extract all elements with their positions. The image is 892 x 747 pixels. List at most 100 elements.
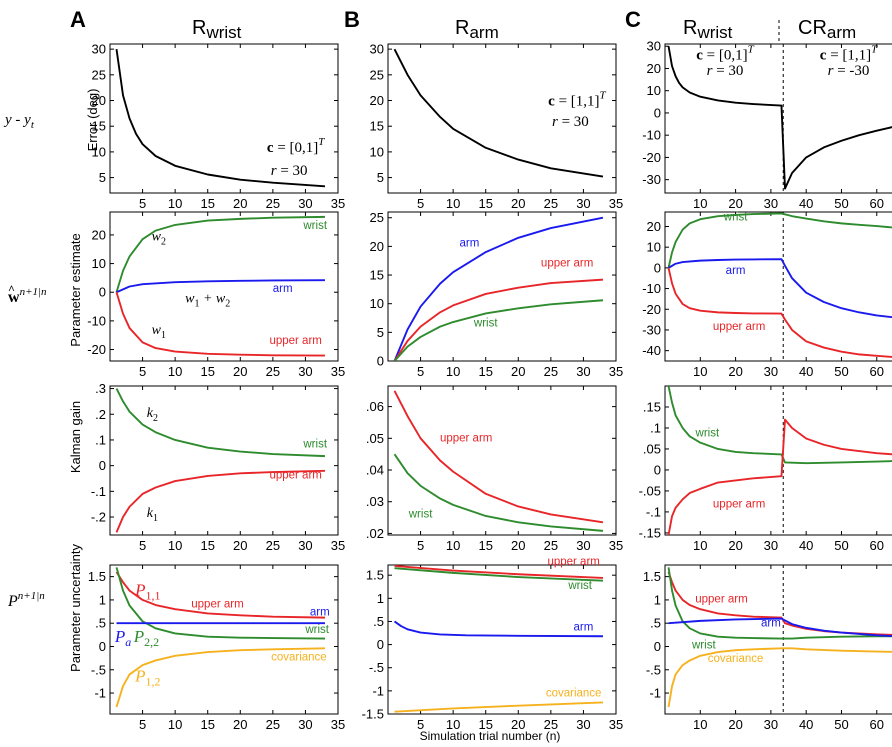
series-line-upper-arm bbox=[667, 418, 892, 535]
y-tick-label: 0 bbox=[654, 639, 661, 654]
x-tick-label: 10 bbox=[693, 717, 707, 732]
annotation-label: P1,2 bbox=[134, 666, 160, 688]
x-tick-label: 40 bbox=[799, 717, 813, 732]
x-tick-label: 50 bbox=[834, 538, 848, 553]
series-group bbox=[667, 386, 892, 535]
y-tick-label: .3 bbox=[95, 381, 106, 396]
x-tick-label: 30 bbox=[576, 196, 590, 211]
x-tick-label: 20 bbox=[511, 364, 525, 379]
series-line-wrist bbox=[667, 567, 892, 640]
x-tick-label: 20 bbox=[511, 538, 525, 553]
y-tick-label: 20 bbox=[370, 93, 384, 108]
x-tick-label: 5 bbox=[139, 717, 146, 732]
x-tick-label: 15 bbox=[478, 717, 492, 732]
row-symbol-error-text: y - y bbox=[3, 112, 31, 128]
y-tick-label: 30 bbox=[370, 42, 384, 57]
series-line-arm bbox=[393, 620, 603, 638]
annotation-label: r = -30 bbox=[828, 63, 870, 79]
y-tick-label: 1.5 bbox=[366, 568, 384, 583]
series-line-covariance bbox=[667, 647, 892, 708]
annotation-label: k2 bbox=[147, 406, 158, 424]
y-tick-label: 10 bbox=[647, 83, 661, 98]
x-tick-label: 15 bbox=[200, 364, 214, 379]
series-group bbox=[115, 49, 326, 188]
y-tick-label: -30 bbox=[642, 172, 661, 187]
x-tick-label: 30 bbox=[576, 717, 590, 732]
annotation-label: covariance bbox=[271, 651, 327, 663]
panel-a4: 5 10 15 20 25 30 35 -1 -.5 0 .5 1 1.5 upper arm arm wri… bbox=[88, 564, 345, 732]
annotation-label: wrist bbox=[473, 318, 498, 330]
series-line-wrist bbox=[115, 388, 326, 458]
x-tick-label: 10 bbox=[446, 717, 460, 732]
x-tick-label: 35 bbox=[609, 364, 623, 379]
y-tick-label: 30 bbox=[92, 42, 106, 57]
x-tick-label: 35 bbox=[331, 364, 345, 379]
x-tick-label: 5 bbox=[139, 538, 146, 553]
plot-frame bbox=[664, 385, 892, 536]
x-tick-label: 25 bbox=[544, 196, 558, 211]
plot-frame bbox=[387, 564, 617, 715]
annotation-label: w1 + w2 bbox=[185, 291, 230, 309]
series-group bbox=[667, 212, 892, 358]
annotation-label: P2,2 bbox=[133, 627, 159, 649]
x-tick-label: 5 bbox=[139, 364, 146, 379]
y-tick-label: 10 bbox=[647, 240, 661, 255]
y-tick-label: 25 bbox=[370, 210, 384, 225]
y-tick-label: -10 bbox=[642, 281, 661, 296]
x-tick-label: 25 bbox=[544, 717, 558, 732]
x-tick-label: 10 bbox=[693, 364, 707, 379]
column-letter-c: C bbox=[625, 7, 641, 32]
annotation-label: upper arm bbox=[440, 432, 492, 444]
x-tick-label: 35 bbox=[331, 196, 345, 211]
x-tick-label: 60 bbox=[870, 538, 884, 553]
y-tick-label: 0 bbox=[654, 105, 661, 120]
annotation-label: upper arm bbox=[541, 257, 593, 269]
x-tick-label: 25 bbox=[266, 538, 280, 553]
annotation-label: Pa bbox=[114, 627, 131, 649]
y-tick-label: .05 bbox=[643, 441, 661, 456]
series-line-covariance bbox=[115, 647, 325, 708]
y-tick-label: 0 bbox=[377, 354, 384, 369]
y-tick-label: .5 bbox=[650, 616, 661, 631]
plot-frame bbox=[664, 211, 892, 362]
series-group bbox=[667, 46, 892, 190]
plot-frame bbox=[109, 43, 339, 194]
annotation-label: covariance bbox=[546, 687, 602, 699]
x-tick-label: 5 bbox=[139, 196, 146, 211]
x-tick-label: 35 bbox=[331, 717, 345, 732]
x-tick-label: 35 bbox=[331, 538, 345, 553]
y-tick-label: -.5 bbox=[646, 662, 661, 677]
y-tick-label: 10 bbox=[92, 144, 106, 159]
x-tick-label: 50 bbox=[834, 364, 848, 379]
annotation-label: wrist bbox=[302, 220, 327, 232]
y-tick-label: .05 bbox=[366, 431, 384, 446]
annotation-label: arm bbox=[761, 617, 781, 629]
annotation-label: r = 30 bbox=[707, 63, 744, 79]
panel-c2: 10 20 30 40 50 60 -40 -30 -20 -10 0 10 20 wrist arm upp… bbox=[642, 211, 892, 379]
x-tick-label: 20 bbox=[511, 717, 525, 732]
annotation-label: upper arm bbox=[713, 499, 765, 511]
annotation-label: upper arm bbox=[269, 335, 321, 347]
plot-frame bbox=[387, 385, 617, 536]
series-group bbox=[115, 388, 326, 533]
y-tick-label: 15 bbox=[370, 268, 384, 283]
series-group bbox=[393, 48, 604, 178]
column-title-c-left-main: R bbox=[683, 17, 697, 39]
y-tick-label: .1 bbox=[650, 420, 661, 435]
annotation-label: wrist bbox=[408, 509, 433, 521]
y-tick-label: -40 bbox=[642, 343, 661, 358]
series-group bbox=[393, 390, 604, 532]
x-tick-label: 5 bbox=[417, 364, 424, 379]
column-title-a: Rwrist bbox=[192, 17, 242, 42]
x-tick-label: 5 bbox=[417, 538, 424, 553]
x-tick-label: 10 bbox=[693, 196, 707, 211]
annotation-label: P1,1 bbox=[134, 580, 160, 602]
x-tick-label: 50 bbox=[834, 196, 848, 211]
row-symbol-w-text: w bbox=[8, 289, 20, 306]
x-tick-label: 50 bbox=[834, 717, 848, 732]
y-tick-label: 1 bbox=[654, 592, 661, 607]
x-tick-label: 60 bbox=[870, 364, 884, 379]
x-tick-label: 20 bbox=[233, 196, 247, 211]
series-line-arm bbox=[116, 279, 325, 294]
